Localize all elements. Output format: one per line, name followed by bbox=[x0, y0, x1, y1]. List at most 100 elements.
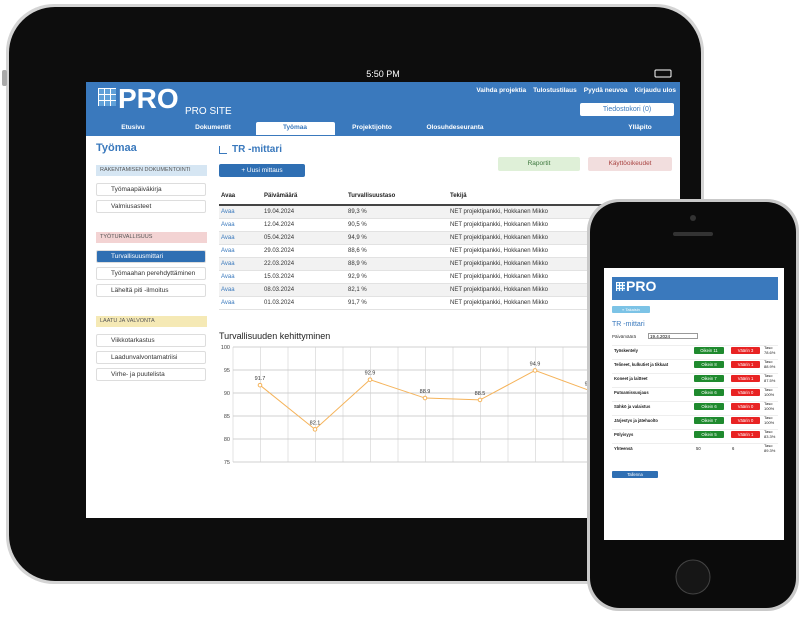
sidebar-item[interactable]: Työmaahan perehdyttäminen bbox=[96, 267, 206, 280]
table-header-line bbox=[219, 204, 680, 206]
sidebar-item[interactable]: Laadunvalvontamatriisi bbox=[96, 351, 206, 364]
row-name: Putoamissuojaus bbox=[614, 390, 649, 395]
row-divider bbox=[612, 373, 778, 374]
open-link[interactable]: Avaa bbox=[221, 261, 235, 267]
open-link[interactable]: Avaa bbox=[221, 274, 235, 280]
table-row bbox=[219, 284, 680, 297]
wrong-button[interactable]: Väärin 1 bbox=[731, 431, 760, 438]
save-button[interactable]: Tallenna bbox=[612, 471, 658, 478]
date-input[interactable]: 19.4.2024 bbox=[648, 333, 698, 339]
phone-speaker bbox=[673, 232, 713, 236]
row-name: Koneet ja laitteet bbox=[614, 376, 648, 381]
row-divider bbox=[612, 429, 778, 430]
nav-active-tab bbox=[256, 122, 335, 135]
phone-logo: PRO bbox=[626, 278, 657, 294]
nav-tab[interactable]: Ylläpito bbox=[628, 124, 652, 131]
sidebar-item[interactable]: Virhe- ja puutelista bbox=[96, 368, 206, 381]
data-label: 82.1 bbox=[310, 420, 321, 426]
table-cell: 15.03.2024 bbox=[264, 274, 295, 280]
open-link[interactable]: Avaa bbox=[221, 300, 235, 306]
nav-tab[interactable]: Projektijohto bbox=[352, 124, 392, 131]
table-cell: 05.04.2024 bbox=[264, 235, 295, 241]
date-label: Päivämäärä bbox=[612, 334, 637, 339]
table-cell: 91,7 % bbox=[348, 300, 367, 306]
phone-screen: PRO « Takaisin TR -mittari Päivämäärä 19.4.2… bbox=[604, 268, 784, 540]
table-cell: 22.03.2024 bbox=[264, 261, 295, 267]
nav-tab[interactable]: Etusivu bbox=[121, 124, 145, 131]
table-cell: NET projektipankki, Hokkanen Mikko bbox=[450, 261, 548, 267]
ok-button[interactable]: Oikein 5 bbox=[694, 431, 724, 438]
wrong-button[interactable]: Väärin 0 bbox=[731, 389, 760, 396]
main-title: TR -mittari bbox=[232, 144, 282, 155]
back-button[interactable]: « Takaisin bbox=[612, 306, 650, 313]
new-button[interactable]: + Uusi mittaus bbox=[219, 164, 305, 177]
row-name: Telineet, kulkutiet ja tikkaat bbox=[614, 362, 669, 367]
row-level: Taso 87.5% bbox=[764, 373, 776, 383]
table-row bbox=[219, 245, 680, 258]
ok-button[interactable]: Oikein 6 bbox=[694, 389, 724, 396]
table-row bbox=[219, 297, 680, 310]
sidebar-item[interactable]: Viikkotarkastus bbox=[96, 334, 206, 347]
row-divider bbox=[612, 443, 778, 444]
tablet-side-button bbox=[2, 70, 7, 86]
sidebar-item[interactable]: Valmiusasteet bbox=[96, 200, 206, 213]
wrong-button[interactable]: Väärin 0 bbox=[731, 417, 760, 424]
report-button[interactable]: Raportit bbox=[498, 157, 580, 171]
table-row bbox=[219, 271, 680, 284]
wrong-button[interactable]: Väärin 3 bbox=[731, 347, 760, 354]
table-cell: 29.03.2024 bbox=[264, 248, 295, 254]
table-cell: NET projektipankki, Hokkanen Mikko bbox=[450, 209, 548, 215]
open-link[interactable]: Avaa bbox=[221, 222, 235, 228]
ok-button[interactable]: Oikein 7 bbox=[694, 417, 724, 424]
open-link[interactable]: Avaa bbox=[221, 248, 235, 254]
row-name: Järjestys ja jätehuolto bbox=[614, 418, 658, 423]
phone-logo-grid bbox=[616, 282, 625, 291]
total-ok: 50 bbox=[696, 446, 701, 451]
y-tick-label: 80 bbox=[224, 437, 230, 443]
top-link[interactable]: Kirjaudu ulos bbox=[634, 87, 676, 94]
open-link[interactable]: Avaa bbox=[221, 235, 235, 241]
nav-tab[interactable]: Työmaa bbox=[282, 124, 308, 131]
top-link[interactable]: Pyydä neuvoa bbox=[583, 87, 628, 94]
total-wrong: 6 bbox=[732, 446, 735, 451]
open-link[interactable]: Avaa bbox=[221, 287, 235, 293]
sidebar-title: Työmaa bbox=[96, 142, 137, 154]
ok-button[interactable]: Oikein 8 bbox=[694, 361, 724, 368]
tablet-screen: PRO PRO SITE Vaihda projektia Tulostustilau… bbox=[86, 82, 680, 518]
table-row bbox=[219, 206, 680, 219]
wrong-button[interactable]: Väärin 1 bbox=[731, 361, 760, 368]
row-divider bbox=[612, 401, 778, 402]
data-point bbox=[257, 382, 263, 388]
phone-header bbox=[612, 277, 778, 300]
open-link[interactable]: Avaa bbox=[221, 209, 235, 215]
ok-button[interactable]: Oikein 6 bbox=[694, 403, 724, 410]
cart-button[interactable]: Tiedostokori (0) bbox=[580, 103, 674, 116]
sidebar-item[interactable]: Turvallisuusmittari bbox=[96, 250, 206, 263]
nav-tab[interactable]: Olosuhdeseuranta bbox=[426, 124, 484, 131]
logo-grid bbox=[98, 88, 116, 106]
row-level: Taso 100% bbox=[764, 415, 775, 425]
rights-button[interactable]: Käyttöoikeudet bbox=[588, 157, 672, 171]
ok-button[interactable]: Oikein 7 bbox=[694, 375, 724, 382]
sidebar-item[interactable]: Läheltä piti -ilmoitus bbox=[96, 284, 206, 297]
phone-home-button[interactable] bbox=[675, 559, 711, 595]
table-header: Turvallisuustaso bbox=[348, 193, 396, 199]
y-tick-label: 100 bbox=[221, 345, 230, 351]
data-label: 88.9 bbox=[420, 389, 431, 395]
wrong-button[interactable]: Väärin 1 bbox=[731, 375, 760, 382]
data-point bbox=[312, 427, 318, 432]
row-divider bbox=[612, 387, 778, 388]
table-cell: NET projektipankki, Hokkanen Mikko bbox=[450, 274, 548, 280]
table-cell: 94,9 % bbox=[348, 235, 367, 241]
nav-tab[interactable]: Dokumentit bbox=[195, 124, 231, 131]
wrong-button[interactable]: Väärin 0 bbox=[731, 403, 760, 410]
data-point bbox=[477, 397, 483, 403]
top-link[interactable]: Vaihda projektia bbox=[476, 87, 527, 94]
data-label: 94.9 bbox=[530, 361, 541, 367]
ok-button[interactable]: Oikein 11 bbox=[694, 347, 724, 354]
top-link[interactable]: Tulostustilaus bbox=[533, 87, 577, 94]
sidebar-item[interactable]: Työmaapäiväkirja bbox=[96, 183, 206, 196]
table-cell: 88,6 % bbox=[348, 248, 367, 254]
row-level: Taso 88.9% bbox=[764, 359, 776, 369]
